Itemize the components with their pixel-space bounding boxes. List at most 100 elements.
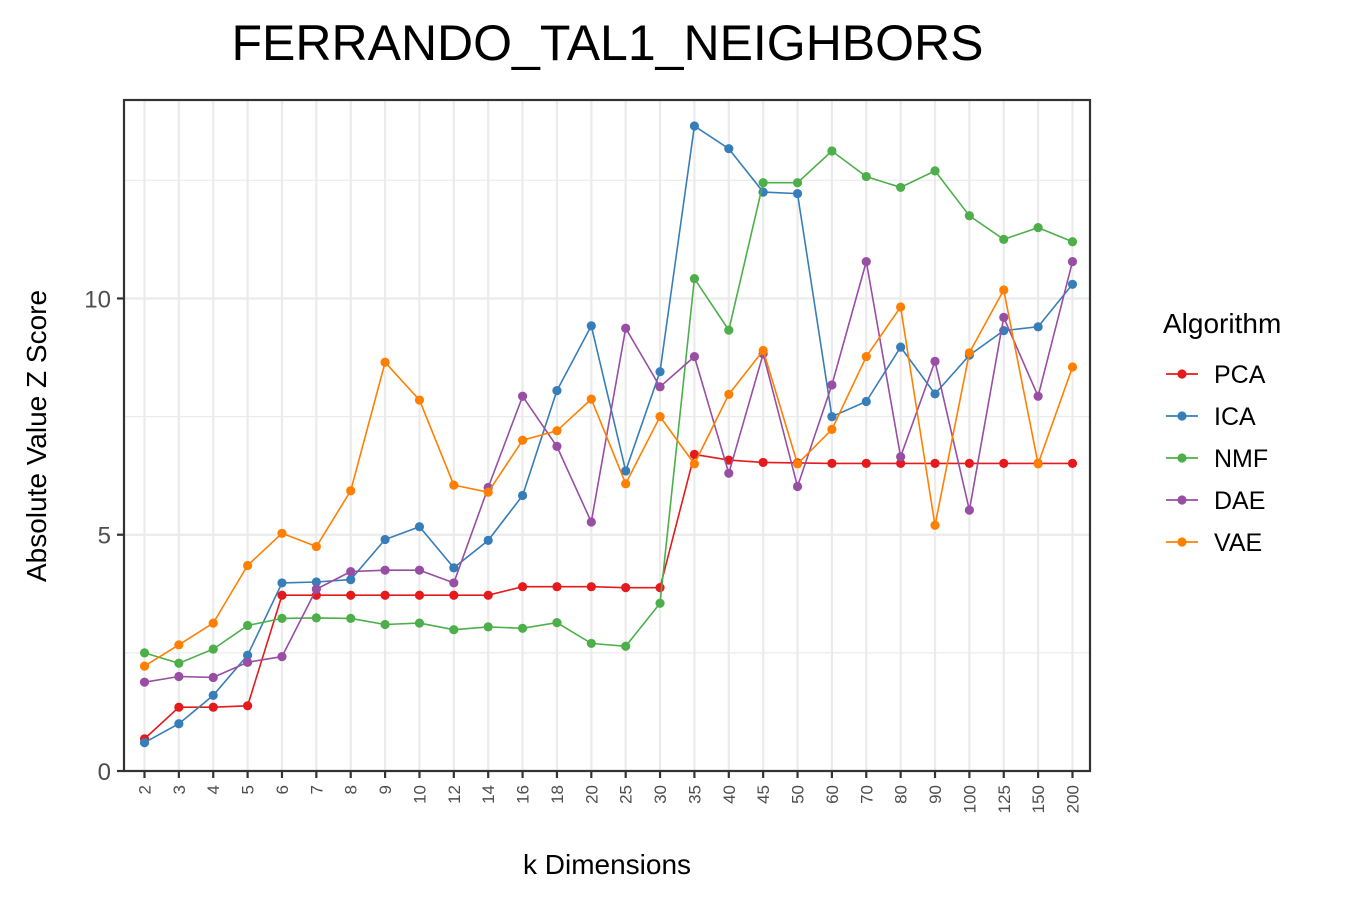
data-point (174, 640, 184, 650)
data-point (449, 578, 459, 588)
data-point (964, 458, 974, 468)
data-point (552, 386, 562, 396)
data-point (964, 211, 974, 221)
legend-item-ica: ICA (1166, 403, 1256, 431)
data-point (277, 528, 287, 538)
x-axis-title: k Dimensions (523, 849, 691, 880)
data-point (1067, 362, 1078, 372)
x-tick-label: 20 (582, 785, 601, 804)
legend-title: Algorithm (1163, 308, 1281, 339)
x-tick-label: 14 (479, 785, 498, 804)
x-tick-label: 4 (204, 785, 223, 794)
data-point (586, 582, 596, 592)
x-tick-label: 18 (548, 785, 567, 804)
data-point (483, 487, 493, 497)
x-tick-label: 60 (823, 785, 842, 804)
data-point (174, 702, 184, 712)
data-point (724, 144, 734, 154)
x-tick-label: 7 (307, 785, 326, 794)
data-point (483, 622, 493, 632)
data-point (827, 146, 837, 156)
data-point (311, 613, 321, 623)
chart-title: FERRANDO_TAL1_NEIGHBORS (231, 15, 984, 71)
data-point (586, 517, 596, 527)
data-point (483, 590, 493, 600)
x-tick-label: 2 (136, 785, 155, 794)
x-tick-label: 125 (995, 785, 1014, 813)
x-tick-label: 40 (720, 785, 739, 804)
data-point (758, 457, 768, 468)
series-vae (139, 285, 1078, 671)
data-point (896, 342, 906, 352)
data-point (139, 738, 150, 748)
data-point (517, 391, 528, 401)
x-tick-label: 35 (685, 785, 704, 804)
data-point (689, 351, 700, 362)
data-point (414, 522, 425, 532)
data-point (861, 257, 871, 267)
data-point (552, 441, 562, 451)
data-point (139, 677, 150, 687)
data-point (414, 565, 425, 575)
legend-item-nmf: NMF (1166, 445, 1268, 473)
data-point (792, 481, 803, 492)
data-point (896, 458, 906, 468)
data-point (827, 380, 837, 390)
data-point (380, 565, 390, 575)
legend-key-point (1177, 411, 1187, 421)
x-tick-label: 8 (342, 785, 361, 794)
data-point (1033, 391, 1043, 401)
legend-item-vae: VAE (1166, 529, 1262, 557)
data-point (689, 449, 700, 460)
x-tick-label: 70 (857, 785, 876, 804)
data-point (758, 345, 768, 356)
legend-label: PCA (1214, 361, 1266, 389)
data-point (689, 459, 700, 469)
data-point (414, 590, 425, 600)
data-point (277, 613, 287, 623)
data-point (896, 182, 906, 193)
series-pca (139, 449, 1078, 744)
legend-label: VAE (1214, 529, 1262, 557)
x-tick-label: 90 (926, 785, 945, 804)
data-point (655, 411, 665, 422)
data-point (724, 468, 734, 478)
data-point (689, 274, 700, 284)
grid-lines (124, 100, 1090, 773)
data-point (346, 613, 356, 623)
data-point (380, 534, 390, 545)
data-point (792, 178, 803, 188)
data-point (243, 560, 253, 571)
data-point (552, 582, 562, 592)
data-point (1067, 237, 1078, 247)
data-point (243, 701, 253, 711)
legend-item-dae: DAE (1166, 487, 1265, 515)
data-point (208, 690, 218, 700)
data-point (655, 382, 665, 392)
data-point (792, 459, 803, 469)
data-point (861, 458, 871, 468)
legend: Algorithm PCA ICA NMF DAE VAE (1163, 308, 1281, 557)
data-point (586, 638, 596, 649)
series-line-pca (143, 453, 1073, 740)
data-point (621, 641, 631, 651)
data-point (414, 395, 425, 405)
data-point (861, 171, 871, 182)
data-point (621, 323, 631, 333)
x-tick-label: 50 (789, 785, 808, 804)
data-point (277, 652, 287, 662)
series-line-vae (144, 287, 1074, 667)
data-point (724, 325, 734, 335)
data-point (896, 452, 906, 462)
data-point (999, 312, 1009, 322)
data-point (964, 348, 974, 358)
data-point (517, 623, 528, 633)
legend-key-point (1177, 369, 1187, 379)
data-point (483, 535, 493, 546)
x-tick-label: 5 (239, 785, 258, 794)
y-tick-label: 5 (98, 523, 111, 550)
data-point (346, 486, 356, 496)
series-dae (139, 257, 1078, 687)
data-point (139, 648, 150, 658)
